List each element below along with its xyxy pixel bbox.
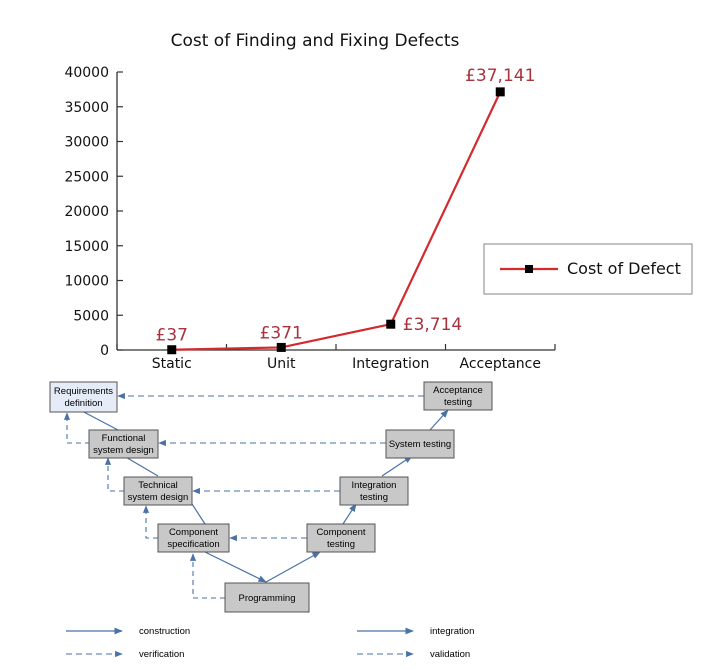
y-tick-label: 35000 <box>64 100 109 116</box>
series-points <box>167 87 505 355</box>
data-labels: £37 £371 £3,714 £37,141 <box>156 66 536 346</box>
box-component-specification: Component specification <box>157 523 230 553</box>
y-tick-label: 25000 <box>64 169 109 185</box>
y-tick-label: 30000 <box>64 135 109 151</box>
verification-lines <box>63 412 225 599</box>
data-label-acceptance: £37,141 <box>465 66 535 86</box>
x-tick-label-unit: Unit <box>267 356 296 372</box>
y-tick-label: 20000 <box>64 204 109 220</box>
key-construction-label: construction <box>139 626 190 637</box>
y-ticks: 0 5000 10000 15000 20000 25000 30000 35000 40000 <box>64 65 123 359</box>
data-point-integration <box>386 319 396 329</box>
chart-title: Cost of Finding and Fixing Defects <box>171 31 460 51</box>
y-tick-label: 0 <box>100 343 109 359</box>
data-point-acceptance <box>495 87 505 97</box>
box-label: Component <box>169 527 218 538</box>
data-point-unit <box>276 342 286 352</box>
data-label-integration: £3,714 <box>403 315 462 335</box>
box-label: specification <box>167 539 219 550</box>
y-tick-label: 15000 <box>64 239 109 255</box>
box-programming: Programming <box>224 582 310 613</box>
v-model-key: construction integration verification va… <box>66 626 474 660</box>
right-boxes: Acceptance testing System testing Integr… <box>306 381 493 553</box>
data-point-static <box>167 345 177 355</box>
x-tick-label-static: Static <box>152 356 192 372</box>
key-verification-label: verification <box>139 649 184 660</box>
box-label: Technical <box>138 480 178 491</box>
y-tick-label: 10000 <box>64 274 109 290</box>
box-acceptance-testing: Acceptance testing <box>423 381 493 411</box>
series-line-cost-of-defect <box>171 91 502 351</box>
box-label: system design <box>128 492 189 503</box>
y-tick-label: 40000 <box>64 65 109 81</box>
box-functional-system-design: Functional system design <box>88 429 159 459</box>
box-requirements-definition: Requirements definition <box>49 381 118 413</box>
x-tick-label-acceptance: Acceptance <box>460 356 541 372</box>
legend: Cost of Defect <box>483 243 693 295</box>
data-label-unit: £371 <box>260 323 303 343</box>
x-ticks: Static Unit Integration Acceptance <box>116 344 556 372</box>
data-label-static: £37 <box>156 326 188 346</box>
box-label: Component <box>316 527 365 538</box>
box-label: System testing <box>389 439 451 450</box>
key-integration-label: integration <box>430 626 474 637</box>
integration-lines <box>265 409 449 583</box>
left-boxes: Requirements definition Functional syste… <box>49 381 230 553</box>
legend-marker <box>525 265 533 273</box>
cost-chart: Cost of Finding and Fixing Defects 0 5000… <box>64 31 693 372</box>
box-label: Integration <box>352 480 397 491</box>
v-model-diagram: Requirements definition Functional syste… <box>49 381 493 660</box>
y-tick-label: 5000 <box>73 308 109 324</box>
box-label: Programming <box>238 593 295 604</box>
box-label: testing <box>444 397 472 408</box>
box-label: testing <box>327 539 355 550</box>
box-label: Requirements <box>54 386 113 397</box>
box-label: definition <box>64 398 102 409</box>
validation-lines <box>117 392 424 542</box>
box-system-testing: System testing <box>385 429 455 459</box>
legend-label: Cost of Defect <box>567 259 681 278</box>
box-label: system design <box>93 445 154 456</box>
box-integration-testing: Integration testing <box>339 476 409 506</box>
box-technical-system-design: Technical system design <box>123 476 193 506</box>
construction-lines <box>79 409 267 583</box>
box-label: Functional <box>102 433 146 444</box>
box-label: testing <box>360 492 388 503</box>
box-label: Acceptance <box>433 385 483 396</box>
key-validation-label: validation <box>430 649 470 660</box>
box-component-testing: Component testing <box>306 523 376 553</box>
x-tick-label-integration: Integration <box>352 356 429 372</box>
